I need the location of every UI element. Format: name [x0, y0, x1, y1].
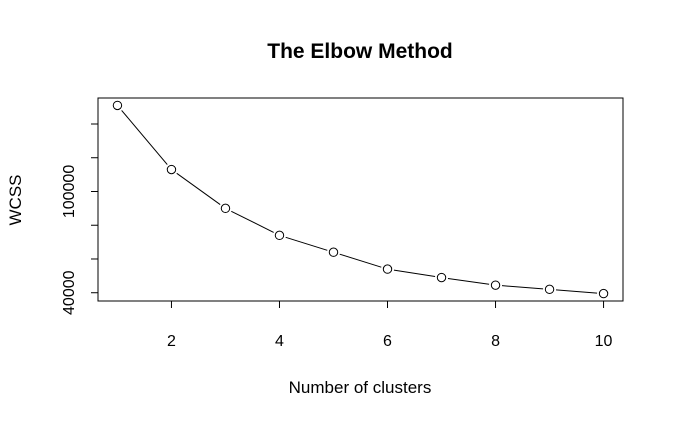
y-tick-label: 40000	[61, 270, 78, 315]
y-tick-label: 100000	[61, 165, 78, 218]
data-point	[166, 164, 177, 175]
series-line-segment	[176, 172, 221, 205]
series-line-segment	[285, 236, 328, 251]
series-line-segment	[555, 289, 598, 294]
x-ticks: 2 4 6 8 10	[167, 301, 613, 350]
series-line-segment	[447, 277, 490, 285]
series-wcss	[112, 100, 609, 299]
data-point	[436, 272, 447, 283]
y-axis: 40000 100000	[61, 122, 99, 315]
x-axis: 2 4 6 8 10	[167, 300, 613, 350]
plot-area-frame	[97, 97, 624, 302]
series-line-segment	[501, 285, 544, 290]
chart-title: The Elbow Method	[267, 40, 452, 63]
data-point	[544, 284, 555, 295]
data-point	[220, 203, 231, 214]
data-point	[328, 247, 339, 257]
x-tick-label: 4	[275, 333, 284, 350]
y-ticks: 40000 100000	[61, 123, 98, 315]
data-point	[598, 288, 609, 299]
series-line-segment	[393, 269, 436, 278]
x-tick-label: 6	[383, 333, 392, 350]
data-point	[112, 100, 123, 111]
data-point	[274, 230, 285, 241]
series-line-segment	[121, 110, 168, 165]
x-tick-label: 2	[167, 333, 176, 350]
series-line-segment	[339, 253, 382, 268]
x-tick-label: 8	[491, 333, 500, 350]
x-tick-label: 10	[595, 333, 613, 350]
data-point	[490, 280, 501, 290]
y-axis-label: WCSS	[6, 175, 25, 226]
x-axis-label: Number of clusters	[289, 378, 432, 397]
data-point	[382, 264, 393, 274]
series-line-segment	[231, 210, 274, 233]
